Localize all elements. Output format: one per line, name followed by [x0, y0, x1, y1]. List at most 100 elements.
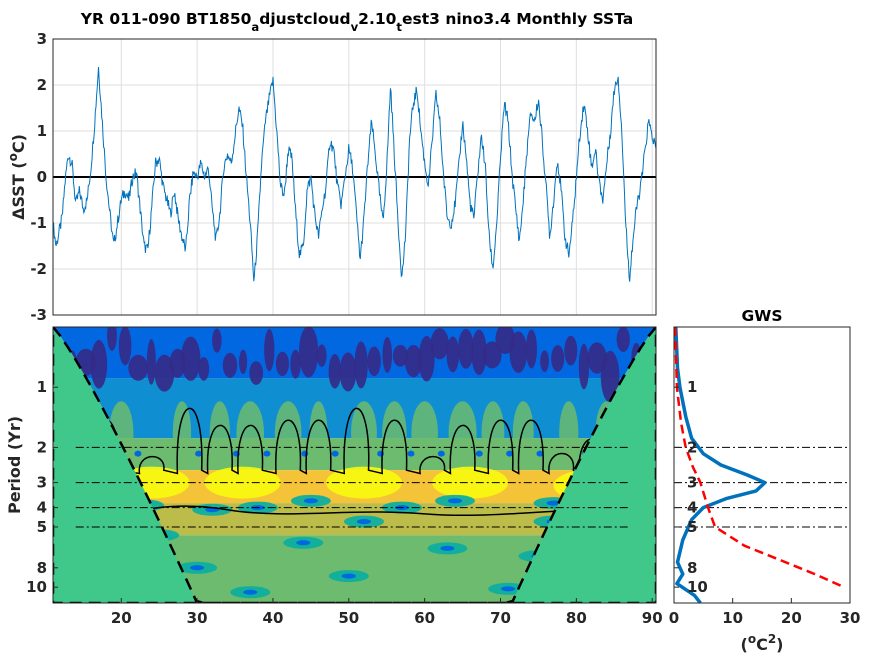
wavelet-axes-box	[52, 326, 657, 604]
wavelet-power-minimum-core	[296, 540, 311, 546]
wavelet-low-power-patch	[339, 352, 357, 392]
wavelet-x-tick-label: 50	[338, 609, 359, 627]
wavelet-y-tick-label: 5	[37, 518, 47, 536]
gws-y-tick-label: 4	[687, 499, 697, 517]
wavelet-x-ticks: 20 30 40 50 60 70 80 90	[111, 598, 663, 627]
wavelet-y-tick-label: 4	[37, 499, 47, 517]
timeseries-panel: -3 -2 -1 0 1 2 3 ΔSST (oC)	[6, 30, 657, 324]
wavelet-power-plume	[236, 401, 264, 466]
gws-x-tick-label: 20	[781, 609, 802, 627]
wavelet-low-power-patch	[471, 329, 487, 376]
sst-anomaly-line	[53, 66, 656, 282]
gws-y-tick-label: 10	[687, 578, 708, 596]
timeseries-y-ticks: -3 -2 -1 0 1 2 3	[30, 30, 47, 324]
timeseries-y-tick-label: 2	[37, 76, 47, 94]
gws-power-curve	[674, 327, 767, 603]
wavelet-power-minimum-core	[190, 565, 205, 571]
gws-x-tick-label: 0	[669, 609, 679, 627]
wavelet-local-minimum	[263, 450, 271, 457]
chart-title: YR 011-090 BT1850adjustcloudv2.10test3 n…	[80, 10, 633, 34]
wavelet-low-power-patch	[212, 328, 222, 353]
wavelet-low-power-patch	[616, 327, 630, 352]
wavelet-power-minimum-core	[356, 519, 371, 525]
timeseries-y-tick-label: -3	[30, 306, 47, 324]
wavelet-low-power-patch	[222, 352, 238, 378]
wavelet-y-axis-label: Period (Yr)	[5, 416, 24, 514]
timeseries-y-tick-label: 3	[37, 30, 47, 48]
wavelet-power-plume	[559, 401, 579, 466]
wavelet-y-tick-label: 1	[37, 378, 47, 396]
wavelet-reference-lines	[75, 446, 630, 528]
wavelet-local-minimum	[134, 450, 142, 457]
wavelet-low-power-patch	[540, 350, 549, 372]
wavelet-low-power-patch	[367, 346, 381, 377]
wavelet-low-power-patch	[239, 349, 248, 375]
wavelet-low-power-patch	[154, 354, 175, 392]
wavelet-power-plume	[481, 401, 505, 466]
wavelet-local-minimum	[437, 450, 445, 457]
wavelet-low-power-patch	[564, 335, 578, 366]
wavelet-power-minimum-core	[448, 498, 462, 504]
gws-x-tick-label: 30	[840, 609, 861, 627]
wavelet-low-power-patch	[482, 341, 502, 369]
gws-y-tick-label: 2	[687, 438, 697, 456]
wavelet-power-minimum-core	[546, 500, 561, 506]
wavelet-low-power-patch	[264, 328, 275, 372]
wavelet-low-power-patch	[107, 327, 117, 351]
wavelet-low-power-patch	[275, 351, 289, 377]
wavelet-y-tick-label: 10	[26, 578, 47, 596]
wavelet-low-power-patch	[298, 327, 319, 378]
timeseries-y-tick-label: 1	[37, 122, 47, 140]
wavelet-panel: 1 2 3 45 810 20 30 40 50 60 70 80 90 Period (Yr)	[5, 326, 663, 627]
wavelet-low-power-patch	[509, 331, 528, 374]
wavelet-low-power-patch	[249, 361, 264, 385]
wavelet-power-minimum-core	[440, 545, 455, 551]
wavelet-power-minimum-core	[243, 589, 258, 595]
wavelet-x-tick-label: 80	[566, 609, 587, 627]
wavelet-local-minimum	[536, 450, 544, 457]
wavelet-power-plume	[309, 401, 328, 466]
wavelet-y-tick-label: 8	[37, 559, 47, 577]
wavelet-local-minimum	[506, 450, 514, 457]
wavelet-low-power-patch	[430, 328, 449, 360]
wavelet-local-minimum	[377, 450, 385, 457]
gws-significance-curve	[674, 327, 845, 589]
wavelet-x-tick-label: 60	[414, 609, 435, 627]
gws-x-ticks: 0 10 20 30	[669, 598, 861, 627]
wavelet-x-tick-label: 40	[263, 609, 284, 627]
wavelet-low-power-patch	[90, 340, 108, 389]
wavelet-low-power-patch	[354, 341, 368, 389]
wavelet-low-power-patch	[180, 336, 201, 381]
wavelet-low-power-patch	[328, 354, 342, 389]
gws-y-tick-label: 1	[687, 378, 697, 396]
wavelet-low-power-patch	[551, 345, 565, 372]
wavelet-low-power-patch	[418, 336, 435, 382]
wavelet-local-minimum	[301, 450, 309, 457]
wavelet-low-power-patch	[198, 357, 210, 381]
cone-of-influence	[53, 327, 656, 603]
wavelet-low-power-patch	[458, 328, 474, 369]
wavelet-low-power-patch	[578, 343, 590, 390]
gws-y-tick-label: 8	[687, 559, 697, 577]
wavelet-power-minimum-core	[501, 586, 516, 592]
wavelet-low-power-patch	[392, 344, 408, 367]
wavelet-power-plume	[172, 401, 192, 466]
wavelet-low-power-patch	[382, 336, 393, 373]
gws-y-tick-label: 3	[687, 474, 697, 492]
wavelet-local-minimum	[195, 450, 203, 457]
gws-series	[674, 327, 845, 603]
wavelet-y-ticks: 1 2 3 45 810	[26, 378, 58, 596]
gws-x-tick-label: 10	[722, 609, 743, 627]
timeseries-y-axis-label: ΔSST (oC)	[6, 134, 28, 220]
wavelet-local-minimum	[331, 450, 339, 457]
timeseries-y-tick-label: -2	[30, 260, 47, 278]
wavelet-local-minimum	[475, 450, 483, 457]
wavelet-power-minimum-core	[341, 573, 356, 579]
wavelet-power-plume	[448, 401, 477, 466]
gws-y-tick-label: 5	[687, 518, 697, 536]
wavelet-low-power-patch	[600, 350, 620, 403]
timeseries-y-tick-label: 0	[37, 168, 47, 186]
gws-plot-area	[674, 327, 850, 603]
wavelet-power-plume	[209, 401, 231, 466]
